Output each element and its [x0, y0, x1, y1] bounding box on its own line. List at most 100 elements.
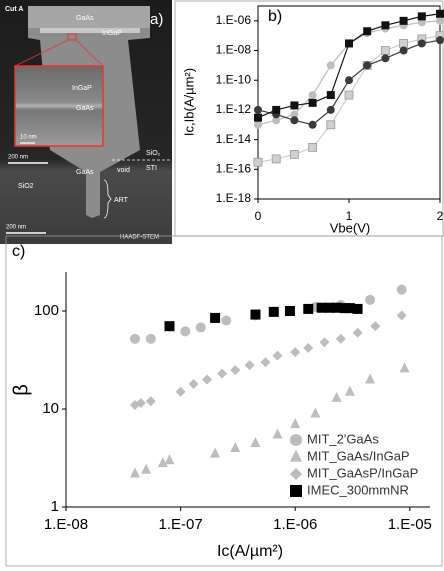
marker	[345, 76, 353, 85]
marker	[399, 46, 408, 55]
marker	[272, 116, 281, 125]
marker	[396, 310, 407, 321]
y-tick-label: 1.E-10	[216, 72, 252, 86]
image-label: 200 nm	[6, 225, 26, 231]
marker	[290, 116, 299, 125]
legend-label: MIT_GaAs/InGaP	[307, 448, 410, 463]
x-tick-label: 1	[346, 209, 353, 223]
marker	[145, 333, 156, 344]
x-tick-label: 1.E-06	[273, 516, 317, 533]
image-label: SiO₂	[146, 150, 161, 157]
marker	[326, 91, 335, 100]
marker	[268, 306, 279, 317]
marker	[436, 36, 444, 45]
marker	[254, 105, 262, 114]
image-label: STI	[146, 165, 157, 172]
panel-border	[5, 235, 443, 567]
marker	[272, 105, 281, 114]
marker	[326, 105, 335, 114]
y-tick-label: 1.E-12	[216, 102, 252, 116]
marker	[250, 436, 261, 447]
marker	[195, 322, 206, 333]
marker	[381, 21, 390, 30]
image-label: 200 nm	[8, 155, 28, 161]
marker	[289, 150, 299, 159]
marker	[253, 157, 263, 167]
marker	[141, 463, 152, 474]
image-label: InGaP	[102, 30, 122, 37]
marker	[188, 378, 199, 389]
x-tick-label: 1.E-07	[159, 516, 203, 533]
marker	[217, 368, 228, 379]
marker	[250, 309, 261, 320]
marker	[272, 350, 283, 361]
image-label: 10 nm	[20, 135, 37, 141]
y-tick-label: 1.E-16	[216, 161, 252, 175]
marker	[380, 46, 390, 55]
image-label: void	[117, 167, 130, 174]
marker	[254, 120, 262, 129]
marker	[436, 9, 444, 18]
series-line	[257, 13, 441, 119]
legend-label: IMEC_300mmNR	[307, 482, 409, 497]
y-tick-label: 10	[42, 400, 59, 417]
marker	[365, 373, 376, 384]
legend-label: MIT_2'GaAs	[307, 431, 379, 446]
marker	[145, 396, 156, 407]
marker	[370, 321, 381, 332]
x-tick-label: 2	[437, 209, 444, 223]
y-axis-label: Ic,Ib(A/µm²)	[181, 68, 196, 136]
plot-frame	[257, 5, 441, 200]
marker	[344, 90, 354, 100]
marker	[363, 61, 372, 70]
legend-label: MIT_GaAsP/InGaP	[307, 465, 418, 480]
marker	[303, 342, 314, 353]
marker	[135, 398, 146, 409]
ingap-layer	[40, 28, 140, 33]
brace	[103, 179, 112, 219]
marker	[290, 434, 302, 446]
marker	[230, 365, 241, 376]
panel-label: c)	[12, 243, 25, 260]
image-label: GaAs	[76, 15, 94, 22]
marker	[290, 347, 301, 358]
marker	[290, 101, 299, 110]
marker	[396, 284, 407, 295]
marker	[290, 110, 299, 119]
y-tick-label: 1.E-08	[216, 43, 252, 57]
y-tick-label: 1	[51, 498, 59, 515]
y-tick-label: 100	[34, 302, 59, 319]
marker	[260, 357, 271, 368]
x-tick-label: 0	[255, 209, 262, 223]
image-label: SiO2	[18, 183, 34, 190]
marker	[308, 98, 317, 107]
marker	[164, 321, 175, 332]
y-axis-label: β	[10, 384, 32, 396]
image-label: GaAs	[76, 105, 94, 112]
marker	[230, 441, 241, 452]
marker	[210, 312, 221, 323]
marker	[399, 16, 408, 25]
marker	[331, 302, 342, 313]
marker	[399, 39, 409, 48]
marker	[308, 120, 317, 129]
marker	[308, 91, 317, 100]
image-label: HAADF-STEM	[120, 235, 159, 241]
x-axis-label: Ic(A/µm²)	[217, 543, 283, 560]
marker	[272, 428, 283, 439]
marker	[345, 39, 353, 48]
marker	[324, 302, 335, 313]
marker	[129, 333, 140, 344]
marker	[335, 333, 346, 344]
marker	[344, 385, 355, 396]
marker	[164, 454, 175, 465]
marker	[417, 39, 426, 48]
marker	[326, 120, 336, 130]
marker	[290, 449, 302, 462]
series-line	[257, 20, 441, 126]
zoom-line	[14, 39, 69, 67]
marker	[175, 386, 186, 397]
marker	[308, 142, 318, 152]
